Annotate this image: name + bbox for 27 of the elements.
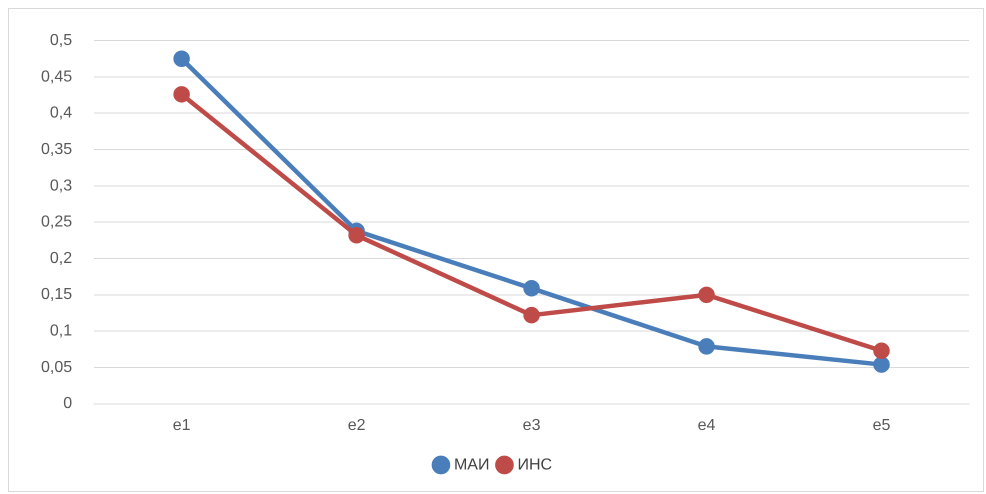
y-tick-label: 0,15 — [41, 286, 72, 304]
y-tick-label: 0,2 — [50, 250, 72, 267]
y-tick-label: 0,3 — [50, 177, 72, 194]
x-tick-label: e3 — [522, 416, 541, 434]
y-tick-label: 0,35 — [41, 140, 72, 158]
y-tick-label: 0,5 — [50, 32, 72, 50]
y-tick-label: 0,4 — [50, 104, 72, 122]
x-tick-label: e1 — [172, 416, 191, 434]
x-tick-label: e2 — [348, 416, 366, 434]
y-tick-label: 0,05 — [41, 358, 72, 376]
legend-label: МАИ — [454, 456, 490, 474]
y-tick-label: 0,45 — [41, 68, 72, 86]
point — [173, 86, 190, 103]
legend-label: ИНС — [517, 456, 552, 474]
x-tick-label: e4 — [698, 416, 716, 434]
point — [698, 286, 715, 304]
y-tick-label: 0 — [63, 395, 72, 412]
y-tick-label: 0,1 — [50, 322, 72, 340]
point — [873, 356, 890, 373]
point — [698, 338, 715, 355]
point — [348, 227, 365, 244]
x-tick-label: e5 — [872, 416, 891, 434]
point — [523, 280, 540, 297]
point — [873, 342, 890, 360]
y-tick-label: 0,25 — [41, 214, 72, 231]
point — [523, 306, 540, 324]
point — [173, 50, 190, 68]
